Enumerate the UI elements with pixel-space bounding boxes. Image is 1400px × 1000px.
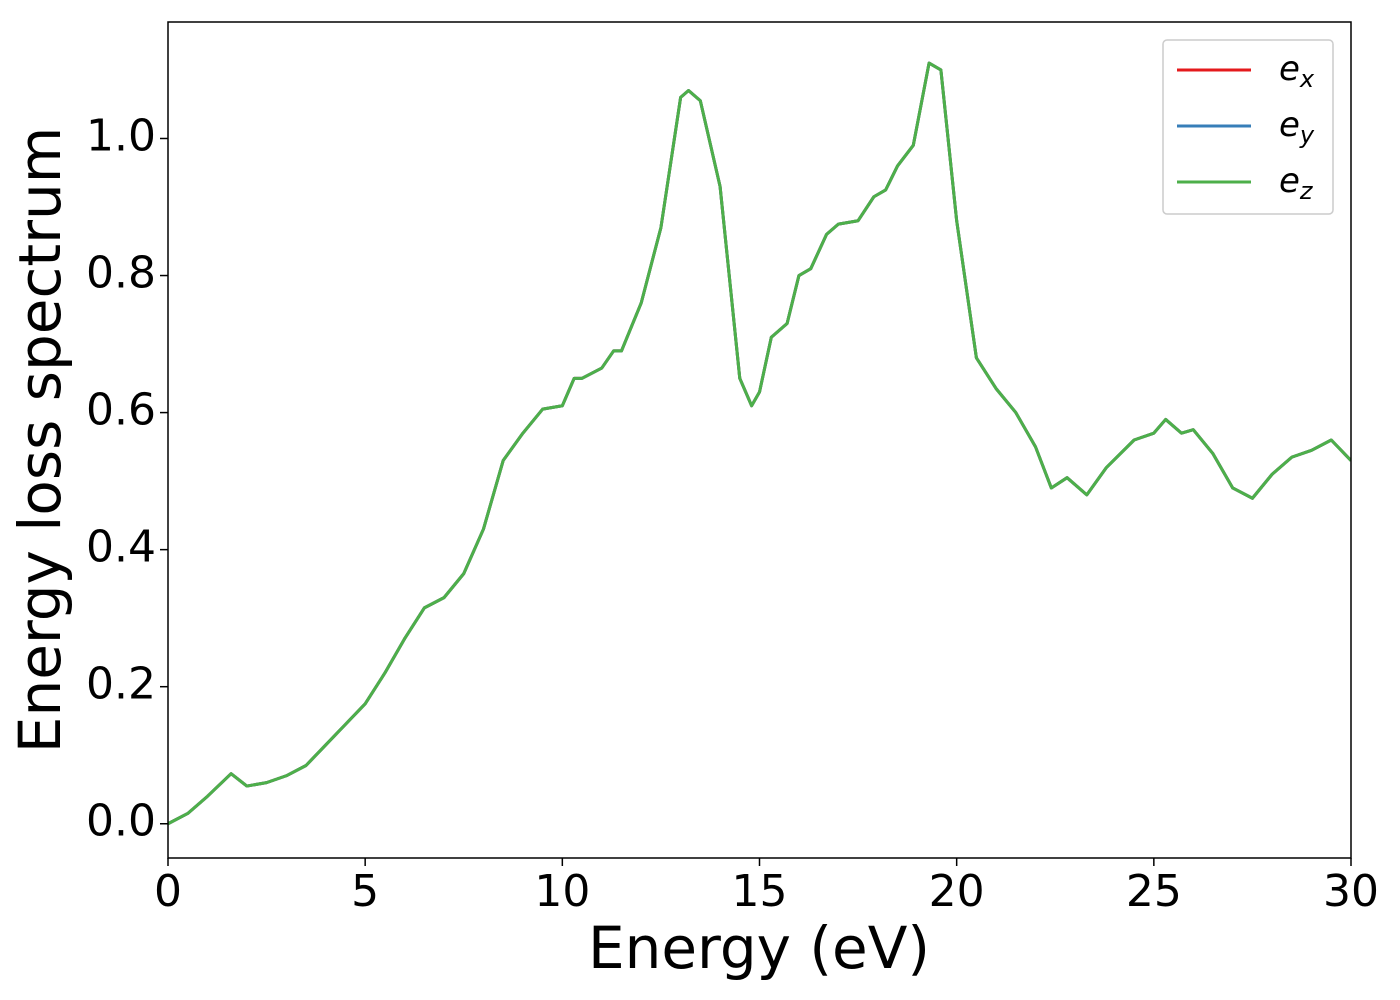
x-tick-label: 25 xyxy=(1126,866,1182,917)
y-tick-label: 0.4 xyxy=(86,522,156,573)
legend-label: ez xyxy=(1279,161,1314,206)
y-tick-label: 0.0 xyxy=(86,796,156,847)
y-tick-label: 0.8 xyxy=(86,248,156,299)
x-tick-label: 5 xyxy=(351,866,379,917)
legend-label: ex xyxy=(1279,49,1315,94)
x-tick-label: 0 xyxy=(154,866,182,917)
x-axis-label: Energy (eV) xyxy=(588,914,930,982)
x-tick-label: 15 xyxy=(732,866,788,917)
legend-label: ey xyxy=(1279,105,1315,150)
plot-frame xyxy=(167,21,1352,859)
x-tick-label: 20 xyxy=(929,866,985,917)
x-tick-label: 30 xyxy=(1323,866,1379,917)
x-tick-label: 10 xyxy=(534,866,590,917)
y-tick-label: 0.2 xyxy=(86,659,156,710)
y-tick-label: 0.6 xyxy=(86,385,156,436)
y-axis-label: Energy loss spectrum xyxy=(6,127,74,753)
y-tick-label: 1.0 xyxy=(86,110,156,161)
data-line xyxy=(168,61,1351,826)
